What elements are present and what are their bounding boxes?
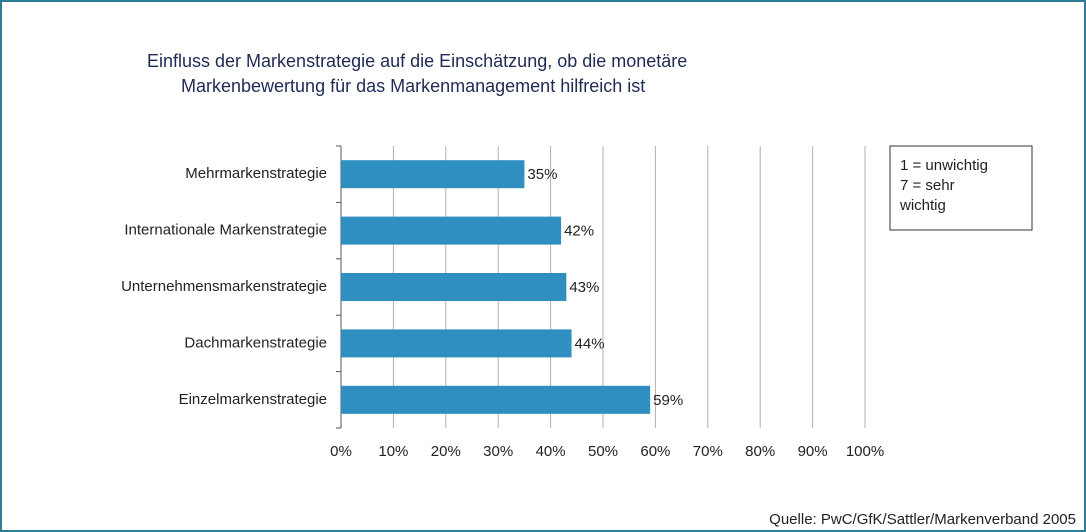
annotation-box	[889, 145, 1033, 231]
chart-title: Einfluss der Markenstrategie auf die Ein…	[147, 51, 687, 71]
x-tick-label: 90%	[798, 443, 828, 460]
x-tick-label: 10%	[378, 443, 408, 460]
annotation: 7 = sehr	[900, 177, 955, 194]
annotation: 1 = unwichtig	[900, 157, 988, 174]
y-tick-label: Einzelmarkenstrategie	[179, 391, 327, 408]
x-tick-label: 80%	[745, 443, 775, 460]
source: Quelle: PwC/GfK/Sattler/Markenverband 20…	[769, 511, 1076, 528]
x-tick-label: 40%	[536, 443, 566, 460]
bar	[341, 216, 562, 245]
x-tick-label: 30%	[483, 443, 513, 460]
bar	[341, 160, 525, 189]
x-tick-label: 100%	[846, 443, 884, 460]
bar	[341, 385, 651, 414]
data-label: 44%	[575, 335, 605, 352]
bar	[341, 329, 572, 358]
x-tick-label: 0%	[330, 443, 352, 460]
data-label: 59%	[653, 392, 683, 409]
y-tick-label: Mehrmarkenstrategie	[185, 165, 327, 182]
y-tick-label: Internationale Markenstrategie	[124, 222, 327, 239]
bar	[341, 273, 567, 301]
x-tick-label: 60%	[640, 443, 670, 460]
y-tick-label: Dachmarkenstrategie	[184, 334, 327, 351]
chart-title: Markenbewertung für das Markenmanagement…	[181, 76, 645, 96]
y-tick-label: Unternehmensmarkenstrategie	[121, 278, 327, 295]
data-label: 42%	[564, 223, 594, 240]
x-tick-label: 50%	[588, 443, 618, 460]
x-tick-label: 20%	[431, 443, 461, 460]
data-label: 43%	[569, 279, 599, 296]
annotation: wichtig	[899, 197, 946, 214]
data-label: 35%	[527, 166, 557, 183]
x-tick-label: 70%	[693, 443, 723, 460]
